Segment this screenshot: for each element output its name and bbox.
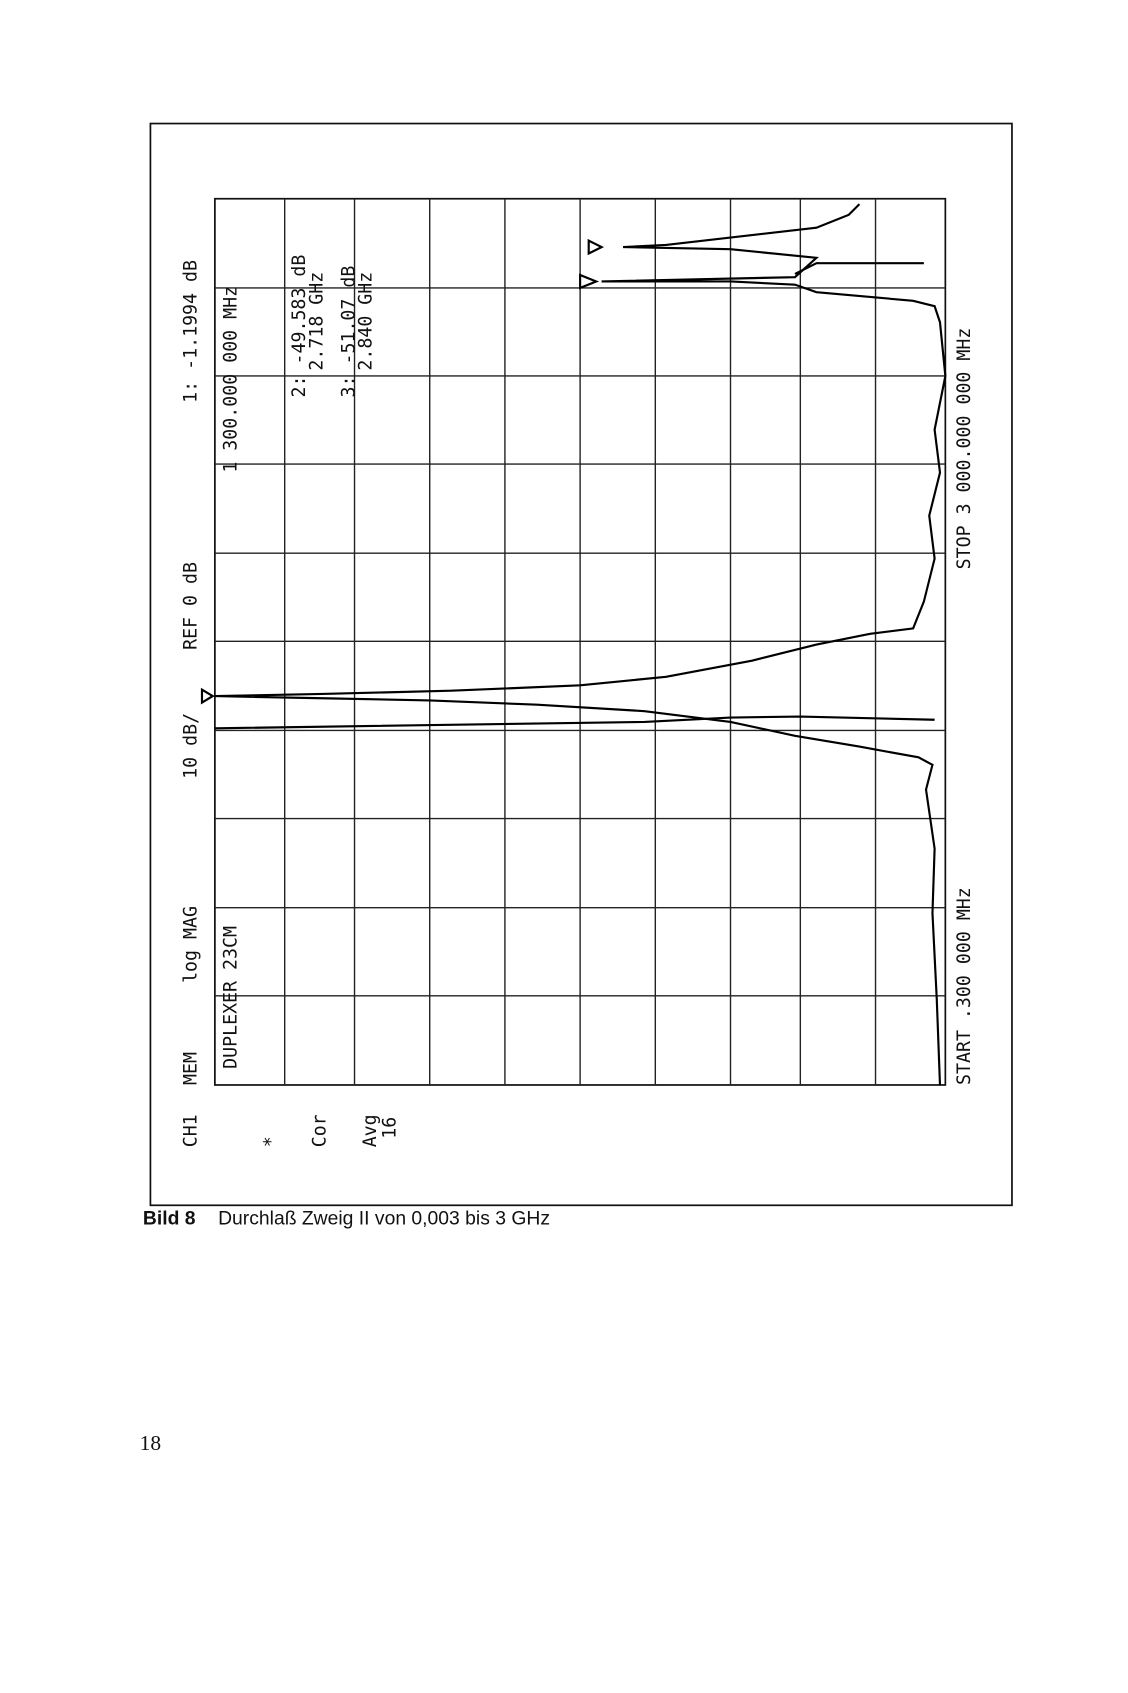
start-freq: START .300 000 MHz — [954, 887, 975, 1085]
header-scale: 10 dB/ — [181, 713, 202, 779]
plot-grid — [214, 197, 947, 1086]
caption-label: Bild 8 — [143, 1209, 196, 1230]
header-mem: MEM — [181, 1052, 202, 1085]
marker2-level: 2: -49.583 dB — [289, 255, 310, 398]
header-ch: CH1 — [181, 1114, 202, 1147]
device-title: DUPLEXER 23CM — [220, 926, 241, 1069]
marker3-freq: 2.840 GHz — [356, 272, 377, 371]
marker3-level: 3: -51.07 dB — [339, 266, 360, 398]
header-marker-value: 1: -1.1994 dB — [181, 260, 202, 403]
figure-frame — [149, 122, 1013, 1207]
caption-text: Durchlaß Zweig II von 0,003 bis 3 GHz — [218, 1209, 550, 1230]
stop-freq: STOP 3 000.000 000 MHz — [954, 328, 975, 570]
rotated-labels: CH1 MEM log MAG 10 dB/ REF 0 dB 1: -1.19… — [181, 255, 975, 1148]
marker2-freq: 2.718 GHz — [306, 272, 327, 371]
trace — [200, 203, 947, 1086]
status-star: * — [261, 1136, 282, 1147]
status-avg: Avg — [360, 1114, 381, 1147]
header-format: log MAG — [181, 906, 202, 983]
status-cor: Cor — [310, 1114, 331, 1147]
page-number: 18 — [140, 1431, 161, 1455]
status-avg-count: 16 — [379, 1117, 400, 1139]
header-ref: REF 0 dB — [181, 562, 202, 650]
marker1-freq: 1 300.000 000 MHz — [220, 286, 241, 473]
